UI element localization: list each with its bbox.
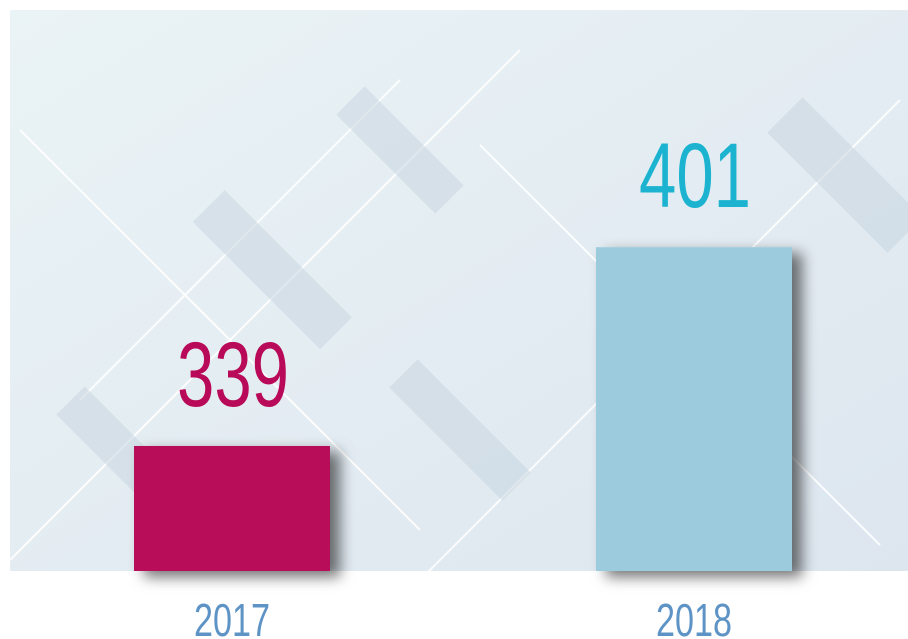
bar [134, 445, 330, 571]
x-tick-label: 2018 [656, 594, 732, 639]
value-label: 401 [639, 125, 751, 227]
x-tick-label: 2017 [194, 594, 270, 639]
value-label: 339 [177, 324, 289, 426]
bar [596, 247, 792, 572]
